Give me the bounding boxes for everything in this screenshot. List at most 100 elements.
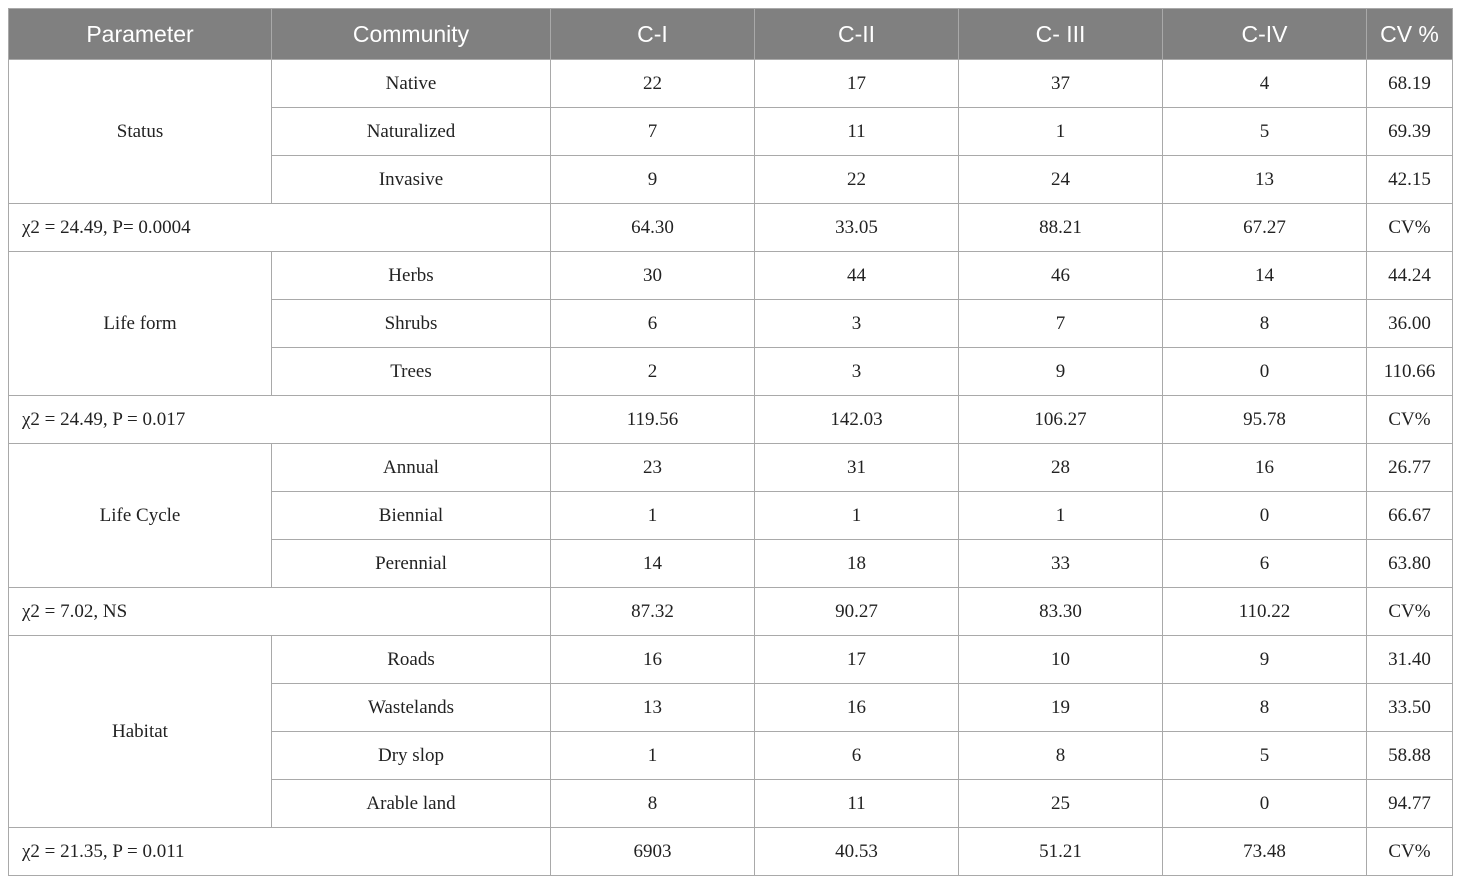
value-cell: 2 (550, 347, 755, 396)
value-cell: 4 (1162, 59, 1367, 108)
table-row: Life Cycle Annual 23 31 28 16 26.77 (8, 443, 1453, 588)
community-label-cell: Dry slop (271, 731, 551, 780)
community-label-cell: Wastelands (271, 683, 551, 732)
value-cell: 22 (754, 155, 959, 204)
summary-row: χ2 = 7.02, NS 87.32 90.27 83.30 110.22 CV% (8, 587, 1453, 636)
table-row: Dry slop 1 6 8 5 58.88 (9, 731, 1453, 780)
value-cell: 22 (550, 59, 755, 108)
header-community: Community (271, 8, 551, 60)
value-cell: 28 (958, 443, 1163, 492)
value-cell: 31.40 (1366, 635, 1453, 684)
summary-value-cell: CV% (1366, 827, 1453, 876)
parameter-cell: Status (8, 59, 272, 204)
value-cell: 3 (754, 299, 959, 348)
value-cell: 14 (1162, 251, 1367, 300)
chi-square-stat-cell: χ2 = 24.49, P= 0.0004 (8, 203, 551, 252)
value-cell: 17 (754, 635, 959, 684)
summary-value-cell: 88.21 (958, 203, 1163, 252)
value-cell: 31 (754, 443, 959, 492)
community-label-cell: Herbs (271, 251, 551, 300)
value-cell: 26.77 (1366, 443, 1453, 492)
value-cell: 10 (958, 635, 1163, 684)
value-cell: 0 (1162, 347, 1367, 396)
value-cell: 44.24 (1366, 251, 1453, 300)
value-cell: 6 (1162, 539, 1367, 588)
community-label-cell: Perennial (271, 539, 551, 588)
parameter-cell: Life form (8, 251, 272, 396)
value-cell: 25 (958, 779, 1163, 828)
community-label-cell: Shrubs (271, 299, 551, 348)
summary-value-cell: 67.27 (1162, 203, 1367, 252)
value-cell: 8 (958, 731, 1163, 780)
value-cell: 18 (754, 539, 959, 588)
parameter-cell: Life Cycle (8, 443, 272, 588)
community-label-cell: Biennial (271, 491, 551, 540)
community-label-cell: Invasive (271, 155, 551, 204)
summary-value-cell: 33.05 (754, 203, 959, 252)
value-cell: 69.39 (1366, 107, 1453, 156)
summary-row: χ2 = 21.35, P = 0.011 6903 40.53 51.21 73.48… (8, 827, 1453, 876)
summary-value-cell: 40.53 (754, 827, 959, 876)
summary-value-cell: 110.22 (1162, 587, 1367, 636)
community-parameter-table: Parameter Community C-I C-II C- III C-IV… (8, 8, 1453, 876)
value-cell: 6 (550, 299, 755, 348)
table-container: Parameter Community C-I C-II C- III C-IV… (8, 8, 1453, 876)
value-cell: 33 (958, 539, 1163, 588)
value-cell: 16 (550, 635, 755, 684)
header-c-ii: C-II (754, 8, 959, 60)
value-cell: 19 (958, 683, 1163, 732)
parameter-cell: Habitat (8, 635, 272, 828)
summary-value-cell: CV% (1366, 203, 1453, 252)
value-cell: 44 (754, 251, 959, 300)
table-row: Status Native 22 17 37 4 68.19 (8, 59, 1453, 204)
value-cell: 11 (754, 779, 959, 828)
value-cell: 8 (1162, 683, 1367, 732)
value-cell: 7 (550, 107, 755, 156)
value-cell: 14 (550, 539, 755, 588)
value-cell: 0 (1162, 491, 1367, 540)
summary-value-cell: 51.21 (958, 827, 1163, 876)
value-cell: 3 (754, 347, 959, 396)
summary-value-cell: 95.78 (1162, 395, 1367, 444)
chi-square-stat-cell: χ2 = 21.35, P = 0.011 (8, 827, 551, 876)
value-cell: 33.50 (1366, 683, 1453, 732)
summary-row: χ2 = 24.49, P= 0.0004 64.30 33.05 88.21 67.2… (8, 203, 1453, 252)
value-cell: 63.80 (1366, 539, 1453, 588)
table-row: Habitat Roads 16 17 10 9 31.40 (8, 635, 1453, 828)
value-cell: 68.19 (1366, 59, 1453, 108)
table-body: Status Native 22 17 37 4 68.19 Naturalized 7 11 1 5… (8, 59, 1453, 876)
summary-value-cell: 119.56 (550, 395, 755, 444)
value-cell: 30 (550, 251, 755, 300)
value-cell: 9 (958, 347, 1163, 396)
value-cell: 1 (754, 491, 959, 540)
value-cell: 13 (1162, 155, 1367, 204)
summary-value-cell: 83.30 (958, 587, 1163, 636)
community-label-cell: Naturalized (271, 107, 551, 156)
value-cell: 42.15 (1366, 155, 1453, 204)
summary-value-cell: 73.48 (1162, 827, 1367, 876)
value-cell: 1 (958, 107, 1163, 156)
header-c-iii: C- III (958, 8, 1163, 60)
community-label-cell: Annual (271, 443, 551, 492)
value-cell: 9 (1162, 635, 1367, 684)
summary-value-cell: 6903 (550, 827, 755, 876)
table-row: Biennial 1 1 1 0 66.67 (9, 491, 1453, 540)
value-cell: 37 (958, 59, 1163, 108)
value-cell: 1 (550, 491, 755, 540)
value-cell: 94.77 (1366, 779, 1453, 828)
community-label-cell: Trees (271, 347, 551, 396)
header-parameter: Parameter (8, 8, 272, 60)
chi-square-stat-cell: χ2 = 7.02, NS (8, 587, 551, 636)
summary-value-cell: CV% (1366, 587, 1453, 636)
value-cell: 58.88 (1366, 731, 1453, 780)
value-cell: 11 (754, 107, 959, 156)
value-cell: 9 (550, 155, 755, 204)
community-label-cell: Arable land (271, 779, 551, 828)
summary-value-cell: 87.32 (550, 587, 755, 636)
table-row: Life form Herbs 30 44 46 14 44.24 (8, 251, 1453, 396)
summary-row: χ2 = 24.49, P = 0.017 119.56 142.03 106.27 9… (8, 395, 1453, 444)
value-cell: 46 (958, 251, 1163, 300)
table-row: Arable land 8 11 25 0 94.77 (9, 779, 1453, 828)
value-cell: 6 (754, 731, 959, 780)
value-cell: 5 (1162, 731, 1367, 780)
